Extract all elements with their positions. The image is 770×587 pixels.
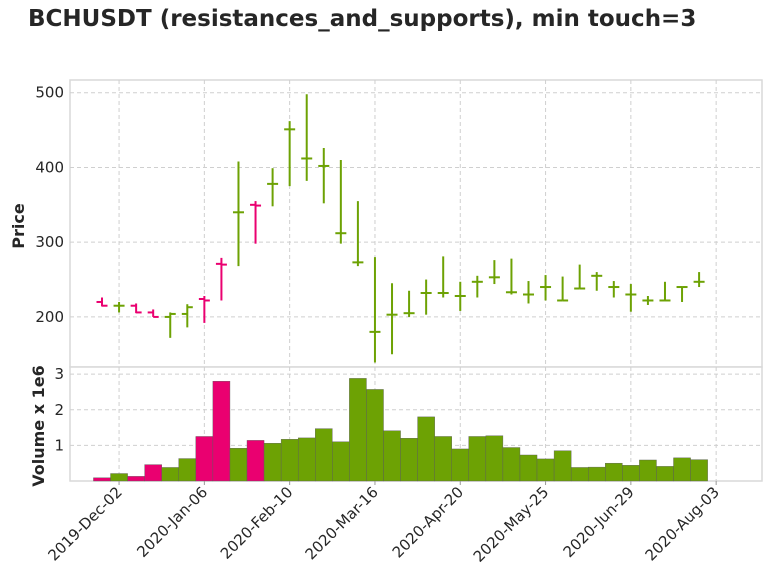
volume-bar [434, 436, 452, 482]
price-tick-label: 300 [35, 233, 64, 251]
volume-bar [349, 378, 367, 482]
volume-bar [229, 448, 248, 482]
volume-bar [178, 458, 197, 482]
volume-bar [588, 466, 606, 482]
volume-bar [639, 459, 657, 482]
ohlc-bar [574, 264, 586, 290]
volume-bar [246, 440, 265, 482]
volume-bar [536, 458, 555, 482]
ohlc-bar [403, 290, 415, 317]
ohlc-bar [215, 257, 227, 301]
volume-bar [212, 381, 231, 482]
volume-bar [315, 428, 333, 482]
ohlc-bar [693, 272, 705, 288]
ohlc-bar [130, 303, 142, 314]
volume-bar [332, 441, 350, 482]
x-axis: 2019-Dec-02 2020-Jan-06 2020-Feb-10 2020-Ma… [44, 481, 723, 566]
ohlc-bar [113, 301, 125, 313]
x-tick-label: 2020-Feb-10 [217, 483, 297, 563]
price-tick-label: 400 [35, 158, 64, 176]
ohlc-bar [352, 201, 364, 267]
volume-bar [570, 467, 589, 482]
price-tick-label: 200 [35, 308, 64, 326]
volume-bar [553, 450, 572, 482]
volume-bar [280, 439, 299, 482]
ohlc-bar [335, 159, 347, 244]
volume-bar [110, 473, 128, 482]
volume-bar [417, 416, 435, 482]
x-tick-label: 2020-Aug-03 [642, 483, 723, 564]
chart-title: BCHUSDT (resistances_and_supports), min … [28, 6, 697, 32]
volume-bar [93, 477, 111, 482]
volume-axis-label: Volume x 1e6 [29, 365, 48, 486]
volume-tick-label: 3 [54, 365, 64, 383]
ohlc-bar [523, 281, 534, 304]
ohlc-bar [659, 281, 671, 302]
volume-bar [144, 464, 162, 482]
volume-bar [622, 465, 640, 482]
price-plot-area [69, 79, 763, 368]
volume-bar [297, 437, 316, 482]
ohlc-bar [676, 286, 688, 302]
ohlc-bar [625, 284, 637, 312]
ohlc-bar [454, 281, 466, 311]
volume-bar [605, 462, 623, 482]
volume-bar [451, 448, 469, 482]
ohlc-bar [505, 258, 517, 295]
ohlc-bar [301, 94, 313, 181]
volume-bar [673, 457, 691, 482]
ohlc-bar [369, 257, 381, 363]
ohlc-bar [147, 309, 159, 318]
ohlc-bar [437, 256, 449, 298]
volume-bar [690, 459, 708, 482]
ohlc-bar [386, 283, 398, 355]
ohlc-bar [591, 272, 603, 291]
volume-bar [366, 389, 384, 482]
ohlc-bar [420, 279, 432, 315]
volume-bar [400, 438, 418, 482]
ohlc-bar [181, 304, 193, 328]
ohlc-bar [642, 295, 654, 305]
volume-bar [485, 435, 504, 482]
price-tick-label: 500 [35, 84, 64, 102]
ohlc-bar [471, 275, 483, 298]
x-tick-label: 2020-Mar-16 [302, 483, 382, 563]
volume-bar [656, 466, 674, 482]
volume-bar [263, 443, 282, 482]
volume-bar [161, 467, 179, 482]
volume-bar [195, 436, 214, 482]
ohlc-bar [198, 295, 210, 323]
x-tick-label: 2020-Jun-29 [560, 483, 638, 561]
volume-bar [383, 430, 401, 482]
price-axis-label: Price [9, 203, 28, 249]
volume-bar [468, 436, 487, 482]
x-tick-label: 2020-Jan-06 [133, 483, 211, 561]
ohlc-bar [267, 168, 279, 207]
volume-bar [127, 476, 145, 482]
ohlc-bar [232, 161, 244, 267]
ohlc-bar [318, 148, 330, 204]
ohlc-bar [284, 121, 296, 187]
x-tick-label: 2020-May-25 [470, 483, 553, 566]
ohlc-bar [96, 297, 108, 307]
ohlc-bar [164, 312, 176, 338]
ohlc-bar [557, 276, 569, 302]
x-tick-label: 2020-Apr-20 [389, 483, 467, 561]
ohlc-bar [540, 275, 552, 301]
volume-tick-label: 1 [54, 436, 64, 454]
ohlc-bar [250, 201, 262, 244]
volume-panel: 1 2 3 [54, 365, 763, 482]
volume-bar [502, 447, 521, 482]
x-tick-label: 2019-Dec-02 [44, 483, 125, 564]
ohlc-bar [488, 260, 500, 285]
price-panel: 200 300 400 500 [35, 79, 763, 368]
volume-bar [519, 454, 538, 482]
volume-tick-label: 2 [54, 401, 64, 419]
ohlc-bar [608, 281, 620, 298]
